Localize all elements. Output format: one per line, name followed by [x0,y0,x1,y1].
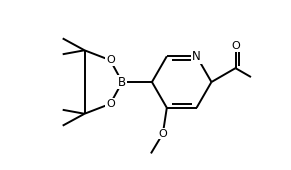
Text: O: O [106,55,115,65]
Text: O: O [231,41,240,51]
Text: N: N [192,50,201,63]
Text: O: O [159,129,167,139]
Text: O: O [106,99,115,109]
Text: B: B [118,75,126,89]
